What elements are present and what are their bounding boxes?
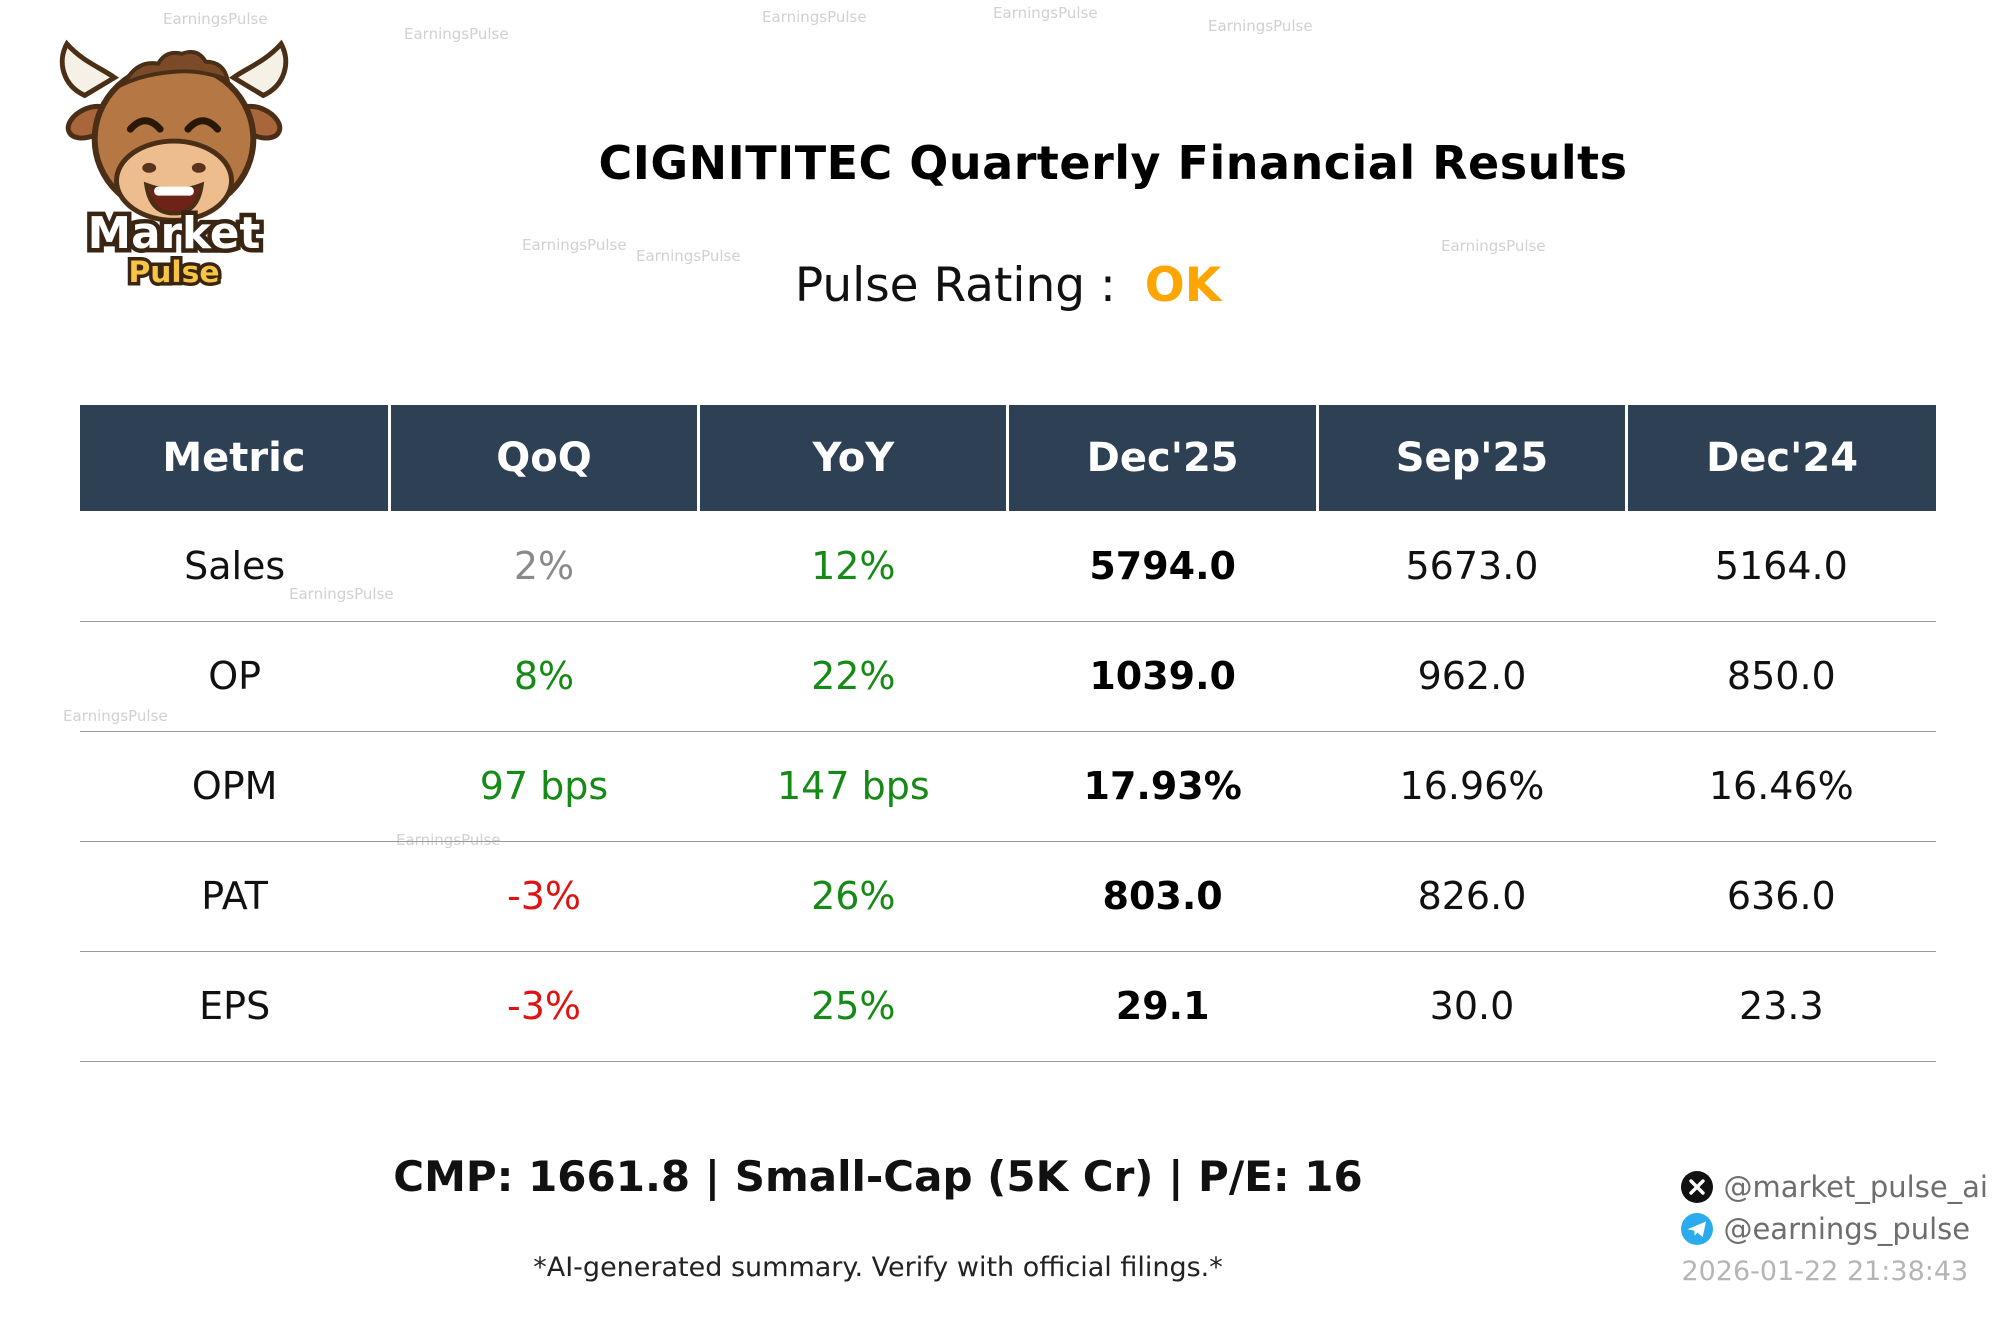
watermark: EarningsPulse	[1441, 237, 1546, 255]
results-table-body: Sales 2% 12% 5794.0 5673.0 5164.0 OP 8% 22% 1039.…	[80, 511, 1936, 1062]
watermark: EarningsPulse	[522, 236, 627, 254]
logo-text-pulse: Pulse	[128, 255, 219, 290]
column-header: Sep'25	[1315, 405, 1627, 511]
table-row: EPS -3% 25% 29.1 30.0 23.3	[80, 951, 1936, 1062]
cmp-summary: CMP: 1661.8 | Small-Cap (5K Cr) | P/E: 1…	[393, 1152, 1363, 1201]
table-cell: 30.0	[1317, 951, 1627, 1062]
table-cell: 5673.0	[1317, 511, 1627, 622]
table-cell: 850.0	[1626, 621, 1936, 732]
table-cell: 803.0	[1007, 841, 1318, 952]
table-row: OPM 97 bps 147 bps 17.93% 16.96% 16.46%	[80, 731, 1936, 842]
timestamp: 2026-01-22 21:38:43	[1681, 1256, 1969, 1287]
watermark: EarningsPulse	[163, 10, 268, 28]
table-cell: 23.3	[1626, 951, 1936, 1062]
table-cell: 962.0	[1317, 621, 1627, 732]
table-cell: 826.0	[1317, 841, 1627, 952]
column-header: QoQ	[387, 405, 699, 511]
table-cell: 97 bps	[389, 731, 699, 842]
table-cell: OP	[80, 621, 390, 732]
pulse-rating-value: OK	[1144, 258, 1222, 313]
table-cell: 636.0	[1626, 841, 1936, 952]
table-cell: Sales	[80, 511, 390, 622]
telegram-handle[interactable]: @earnings_pulse	[1723, 1212, 1971, 1246]
table-cell: 26%	[698, 841, 1008, 952]
column-header: Dec'25	[1006, 405, 1318, 511]
page-title: CIGNITITEC Quarterly Financial Results	[598, 136, 1628, 190]
pulse-rating-label: Pulse Rating :	[794, 258, 1116, 313]
table-cell: 16.46%	[1626, 731, 1936, 842]
table-cell: 1039.0	[1007, 621, 1318, 732]
table-cell: 5164.0	[1626, 511, 1936, 622]
table-cell: 8%	[389, 621, 699, 732]
table-cell: 12%	[698, 511, 1008, 622]
telegram-row[interactable]: @earnings_pulse	[1681, 1212, 1988, 1246]
table-row: OP 8% 22% 1039.0 962.0 850.0	[80, 621, 1936, 732]
watermark: EarningsPulse	[993, 4, 1098, 22]
table-row: Sales 2% 12% 5794.0 5673.0 5164.0	[80, 511, 1936, 622]
x-twitter-icon	[1681, 1171, 1714, 1203]
watermark: EarningsPulse	[762, 8, 867, 26]
table-cell: 29.1	[1007, 951, 1318, 1062]
column-header: Metric	[80, 405, 390, 511]
column-header: YoY	[697, 405, 1008, 511]
watermark: EarningsPulse	[404, 25, 509, 43]
table-cell: 25%	[698, 951, 1008, 1062]
table-cell: -3%	[389, 951, 699, 1062]
table-cell: 16.96%	[1317, 731, 1627, 842]
table-row: PAT -3% 26% 803.0 826.0 636.0	[80, 841, 1936, 952]
social-block: @market_pulse_ai @earnings_pulse 2026-01…	[1681, 1170, 1988, 1287]
table-cell: 5794.0	[1007, 511, 1318, 622]
bull-mascot-icon: Market Pulse	[59, 39, 289, 293]
table-cell: PAT	[80, 841, 390, 952]
watermark: EarningsPulse	[1208, 17, 1313, 35]
table-cell: 17.93%	[1007, 731, 1318, 842]
table-cell: EPS	[80, 951, 390, 1062]
logo-text-market: Market	[88, 209, 261, 259]
table-cell: OPM	[80, 731, 390, 842]
pulse-rating: Pulse Rating : OK	[0, 258, 2016, 313]
table-cell: 2%	[389, 511, 699, 622]
results-table: Metric QoQ YoY Dec'25 Sep'25 Dec'24 Sales 2% 12…	[80, 405, 1936, 1062]
table-cell: 147 bps	[698, 731, 1008, 842]
market-pulse-logo: Market Pulse	[55, 28, 293, 296]
telegram-icon	[1681, 1213, 1714, 1245]
table-cell: 22%	[698, 621, 1008, 732]
column-header: Dec'24	[1625, 405, 1936, 511]
twitter-row[interactable]: @market_pulse_ai	[1681, 1170, 1988, 1204]
disclaimer: *AI-generated summary. Verify with offic…	[533, 1252, 1223, 1283]
table-header-row: Metric QoQ YoY Dec'25 Sep'25 Dec'24	[80, 405, 1936, 511]
twitter-handle[interactable]: @market_pulse_ai	[1723, 1170, 1988, 1204]
table-cell: -3%	[389, 841, 699, 952]
